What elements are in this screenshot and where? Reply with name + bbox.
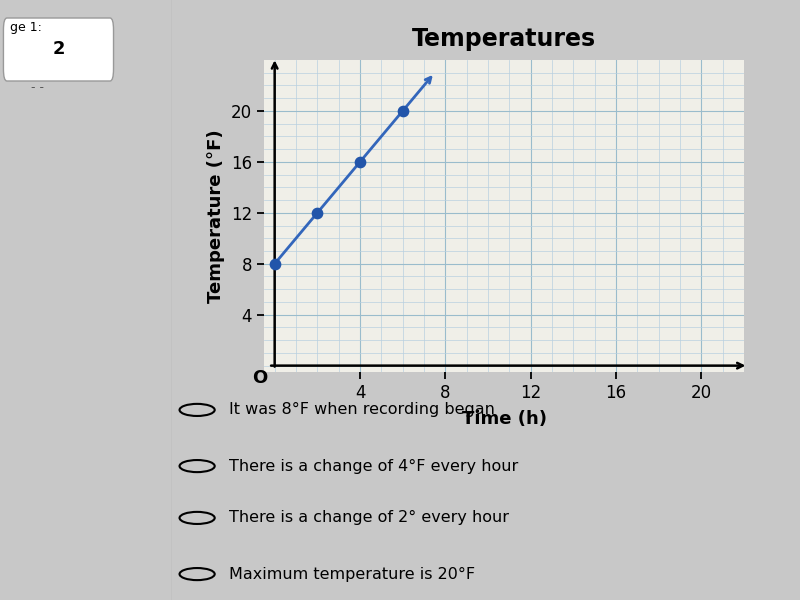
Point xyxy=(311,208,324,218)
FancyBboxPatch shape xyxy=(3,18,114,81)
Y-axis label: Temperature (°F): Temperature (°F) xyxy=(207,129,226,303)
Point xyxy=(354,157,366,167)
Text: There is a change of 2° every hour: There is a change of 2° every hour xyxy=(229,511,509,526)
X-axis label: Time (h): Time (h) xyxy=(462,410,546,428)
Text: 2: 2 xyxy=(52,40,65,58)
Text: Maximum temperature is 20°F: Maximum temperature is 20°F xyxy=(229,566,474,581)
Title: Temperatures: Temperatures xyxy=(412,27,596,51)
Text: O: O xyxy=(252,370,267,388)
Point xyxy=(396,106,409,116)
Point xyxy=(268,259,281,269)
Text: - -: - - xyxy=(31,81,44,94)
Text: ge 1:: ge 1: xyxy=(10,21,42,34)
Text: There is a change of 4°F every hour: There is a change of 4°F every hour xyxy=(229,458,518,473)
Text: It was 8°F when recording began: It was 8°F when recording began xyxy=(229,403,494,418)
